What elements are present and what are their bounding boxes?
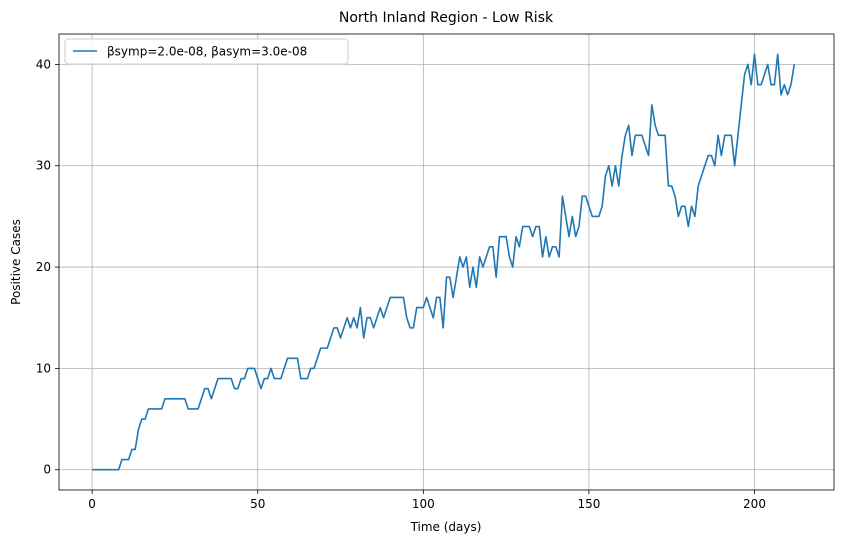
y-tick-label: 0 bbox=[43, 463, 51, 477]
legend: βsymp=2.0e-08, βasym=3.0e-08 bbox=[64, 38, 349, 65]
legend-label: βsymp=2.0e-08, βasym=3.0e-08 bbox=[107, 45, 307, 59]
x-tick-label: 100 bbox=[412, 497, 435, 511]
x-tick-label: 50 bbox=[250, 497, 265, 511]
chart-title: North Inland Region - Low Risk bbox=[339, 10, 554, 26]
legend-box bbox=[64, 38, 349, 65]
x-tick-label: 200 bbox=[743, 497, 766, 511]
x-tick-label: 0 bbox=[88, 497, 96, 511]
plot-frame bbox=[58, 33, 835, 491]
x-axis-label: Time (days) bbox=[410, 520, 482, 534]
y-tick-label: 40 bbox=[36, 57, 51, 71]
y-tick-label: 30 bbox=[36, 159, 51, 173]
series-line-0 bbox=[92, 53, 796, 471]
y-axis-label: Positive Cases bbox=[9, 219, 23, 305]
y-tick-label: 10 bbox=[36, 361, 51, 375]
axis-ticks: 0 50 100 150 200 0 10 20 30 40 bbox=[36, 57, 766, 511]
x-tick-label: 150 bbox=[577, 497, 600, 511]
series-layer bbox=[92, 53, 796, 471]
y-tick-label: 20 bbox=[36, 260, 51, 274]
